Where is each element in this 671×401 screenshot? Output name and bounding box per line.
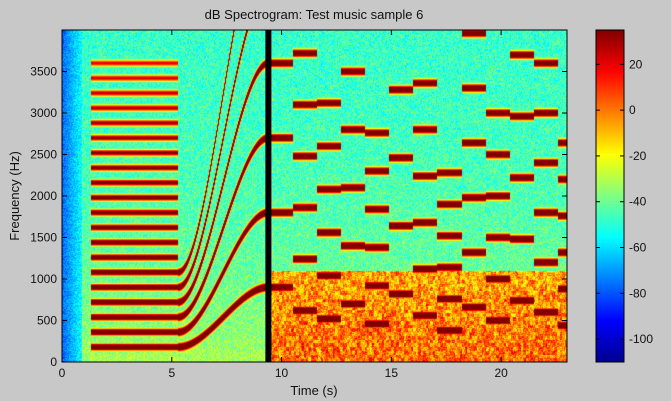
colorbar-tick-label: -60: [629, 241, 647, 255]
y-tick-label: 500: [37, 314, 57, 328]
y-axis-label: Frequency (Hz): [7, 151, 22, 241]
chart-title: dB Spectrogram: Test music sample 6: [205, 7, 424, 22]
y-tick-label: 2000: [30, 189, 57, 203]
y-tick-label: 3000: [30, 106, 57, 120]
x-tick-label: 15: [385, 366, 399, 380]
colorbar-tick-label: 20: [629, 57, 643, 71]
colorbar-tick-label: 0: [629, 103, 636, 117]
y-tick-label: 3500: [30, 65, 57, 79]
y-tick-label: 1000: [30, 272, 57, 286]
colorbar: 20 0 -20 -40 -60 -80 -100: [595, 29, 653, 363]
x-tick-label: 5: [168, 366, 175, 380]
colorbar-ticks: 20 0 -20 -40 -60 -80 -100: [596, 57, 653, 346]
x-tick-label: 20: [494, 366, 508, 380]
plot-area: [61, 29, 568, 363]
x-axis-label: Time (s): [290, 383, 337, 398]
spectrogram-image: [62, 30, 567, 362]
colorbar-tick-label: -80: [629, 286, 647, 300]
x-tick-label: 0: [59, 366, 66, 380]
cursor-bar: [265, 30, 272, 362]
x-axis: 0 5 10 15 20: [59, 30, 508, 380]
colorbar-gradient: [595, 29, 625, 363]
cursor-line: [265, 30, 272, 362]
colorbar-tick-label: -40: [629, 195, 647, 209]
y-tick-label: 0: [50, 355, 57, 369]
y-axis: 0 500 1000 1500 2000 2500 3000 3500: [30, 65, 567, 369]
colorbar-tick-label: -100: [629, 332, 653, 346]
y-tick-label: 2500: [30, 148, 57, 162]
y-tick-label: 1500: [30, 231, 57, 245]
x-tick-label: 10: [275, 366, 289, 380]
colorbar-tick-label: -20: [629, 149, 647, 163]
